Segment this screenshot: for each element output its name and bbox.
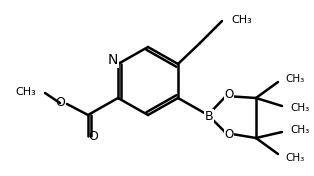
- Text: CH₃: CH₃: [285, 153, 304, 163]
- Text: CH₃: CH₃: [231, 15, 252, 25]
- Text: O: O: [225, 87, 234, 100]
- Text: O: O: [55, 96, 65, 109]
- Text: CH₃: CH₃: [290, 103, 309, 113]
- Text: B: B: [205, 109, 213, 122]
- Text: CH₃: CH₃: [290, 125, 309, 135]
- Text: CH₃: CH₃: [15, 87, 36, 97]
- Text: N: N: [108, 53, 118, 67]
- Text: CH₃: CH₃: [285, 74, 304, 84]
- Text: O: O: [225, 128, 234, 142]
- Text: O: O: [88, 130, 98, 143]
